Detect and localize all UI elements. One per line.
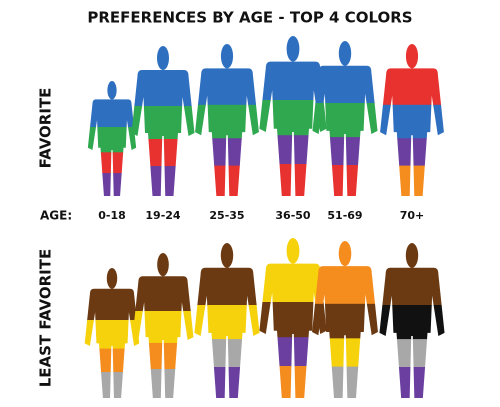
title: PREFERENCES BY AGE - TOP 4 COLORS (87, 9, 412, 27)
age-group: 25-35 (209, 209, 244, 222)
color-band (380, 165, 444, 197)
age-group: 36-50 (275, 209, 311, 222)
age-group: 70+ (400, 209, 425, 222)
favorite-label: FAVORITE (37, 88, 55, 169)
age-group: 0-18 (98, 209, 126, 222)
age-group: 51-69 (327, 209, 362, 222)
color-band (132, 369, 194, 399)
age-group: 19-24 (145, 209, 181, 222)
age-label: AGE: (40, 209, 72, 223)
least-favorite-label: LEAST FAVORITE (37, 249, 55, 388)
